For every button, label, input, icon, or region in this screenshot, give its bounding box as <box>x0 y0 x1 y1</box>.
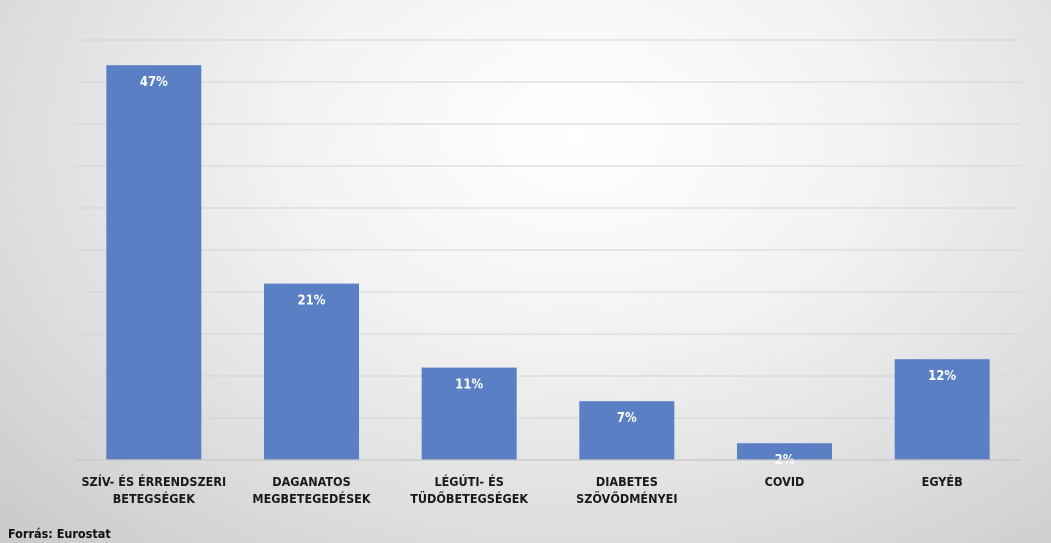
data-label: 12% <box>928 369 956 384</box>
data-label: 47% <box>140 75 168 90</box>
data-label: 21% <box>298 294 326 309</box>
category-label-line: BETEGSÉGEK <box>113 491 197 506</box>
category-label-line: DAGANATOS <box>272 474 350 489</box>
data-label: 11% <box>455 378 483 393</box>
category-label: DIABETES SZÖVŐDMÉNYEI <box>576 474 677 506</box>
category-label-line: SZÍV- ÉS ÉRRENDSZERI <box>81 474 226 489</box>
category-label-line: LÉGÚTI- ÉS <box>434 474 503 489</box>
category-label: COVID <box>765 474 805 489</box>
category-label-line: COVID <box>765 474 805 489</box>
category-label: SZÍV- ÉS ÉRRENDSZERI BETEGSÉGEK <box>81 474 226 506</box>
bar <box>106 65 202 460</box>
bars <box>106 65 990 460</box>
category-labels: SZÍV- ÉS ÉRRENDSZERI BETEGSÉGEK DAGANATOS M… <box>81 474 962 506</box>
data-label: 2% <box>775 453 795 468</box>
source-note: Forrás: Eurostat <box>8 526 111 541</box>
category-label-line: MEGBETEGEDÉSEK <box>252 491 371 506</box>
bar <box>894 359 990 460</box>
data-label: 7% <box>617 411 637 426</box>
bar <box>264 283 359 460</box>
bar <box>579 401 675 460</box>
gridlines <box>75 39 1021 419</box>
value-labels: 47% 21% 11% 7% 2% 12% <box>140 75 957 468</box>
category-label: LÉGÚTI- ÉS TÜDŐBETEGSÉGEK <box>410 474 529 506</box>
category-label-line: DIABETES <box>596 474 658 489</box>
category-label: DAGANATOS MEGBETEGEDÉSEK <box>252 474 371 506</box>
bar <box>737 443 832 460</box>
category-label-line: EGYÉB <box>922 474 963 489</box>
category-label-line: SZÖVŐDMÉNYEI <box>576 491 677 506</box>
bar <box>421 367 517 460</box>
category-label: EGYÉB <box>922 474 963 489</box>
category-label-line: TÜDŐBETEGSÉGEK <box>410 491 529 506</box>
